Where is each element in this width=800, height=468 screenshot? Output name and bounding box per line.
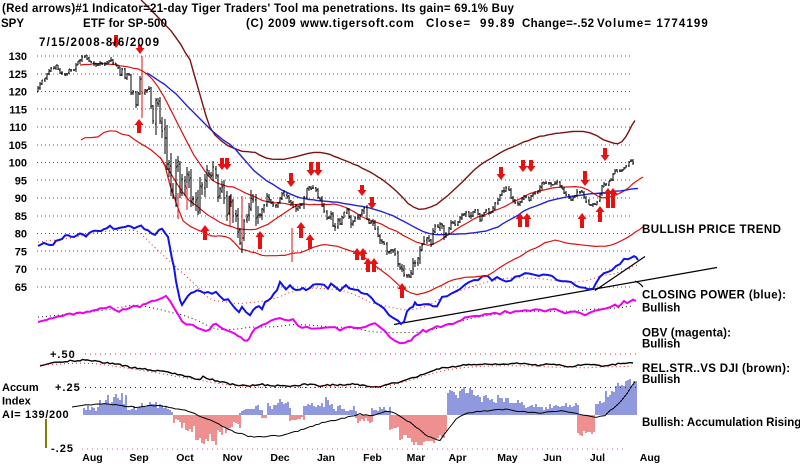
svg-text:Accum: Accum [2,382,39,394]
svg-text:Bullish: Bullish [642,303,680,315]
svg-text:Aug: Aug [82,452,102,464]
svg-text:120: 120 [9,87,27,99]
svg-text:Jan: Jan [317,452,335,464]
svg-text:99.89: 99.89 [480,18,516,30]
svg-text:SPY: SPY [1,18,24,30]
svg-text:-.25: -.25 [51,443,74,455]
svg-text:Bullish: Bullish [642,339,680,351]
svg-text:105: 105 [9,140,27,152]
svg-text:100: 100 [9,158,27,170]
svg-text:Index: Index [2,396,32,408]
svg-text:Bullish: Accumulation Rising: Bullish: Accumulation Rising [642,417,800,429]
svg-text:130: 130 [9,51,27,63]
svg-text:Oct: Oct [176,452,194,464]
svg-text:+.50: +.50 [50,349,76,361]
svg-text:+.25: +.25 [55,382,81,394]
svg-text:Nov: Nov [223,452,243,464]
svg-text:Bullish: Bullish [642,374,680,386]
svg-text:Change=-.52: Change=-.52 [522,18,594,30]
svg-text:Volume= 1774199: Volume= 1774199 [597,18,709,30]
svg-text:May: May [497,452,518,464]
svg-text:CLOSING POWER (blue):: CLOSING POWER (blue): [642,290,786,302]
svg-text:85: 85 [15,211,27,223]
svg-text:OBV (magenta):: OBV (magenta): [642,328,731,340]
svg-text:7/15/2008-8/6/2009: 7/15/2008-8/6/2009 [39,37,160,49]
svg-text:65: 65 [15,282,27,294]
svg-text:110: 110 [9,122,27,134]
svg-text:Jun: Jun [543,452,562,464]
svg-text:75: 75 [15,246,27,258]
svg-text:Sep: Sep [129,452,148,464]
svg-text:Aug: Aug [640,452,660,464]
svg-text:(Red arrows)#1 Indicator=21-da: (Red arrows)#1 Indicator=21-day Tiger Tr… [2,3,515,15]
svg-text:Dec: Dec [270,452,289,464]
svg-text:90: 90 [15,193,27,205]
svg-text:Mar: Mar [407,452,426,464]
svg-text:BULLISH PRICE TREND: BULLISH PRICE TREND [642,224,781,236]
svg-text:125: 125 [9,69,27,81]
svg-text:AI= 139/200: AI= 139/200 [2,409,69,421]
svg-text:70: 70 [15,264,27,276]
svg-text:Apr: Apr [448,452,466,464]
svg-text:80: 80 [15,229,27,241]
svg-text:115: 115 [9,104,27,116]
svg-text:REL.STR..VS DJI (brown):: REL.STR..VS DJI (brown): [642,363,790,375]
svg-text:Close=: Close= [426,18,471,30]
svg-text:(C) 2009 www.tigersoft.com: (C) 2009 www.tigersoft.com [246,18,415,30]
svg-text:Jul: Jul [590,452,605,464]
svg-text:Feb: Feb [363,452,382,464]
svg-text:95: 95 [15,175,27,187]
svg-text:ETF for SP-500: ETF for SP-500 [83,18,167,30]
